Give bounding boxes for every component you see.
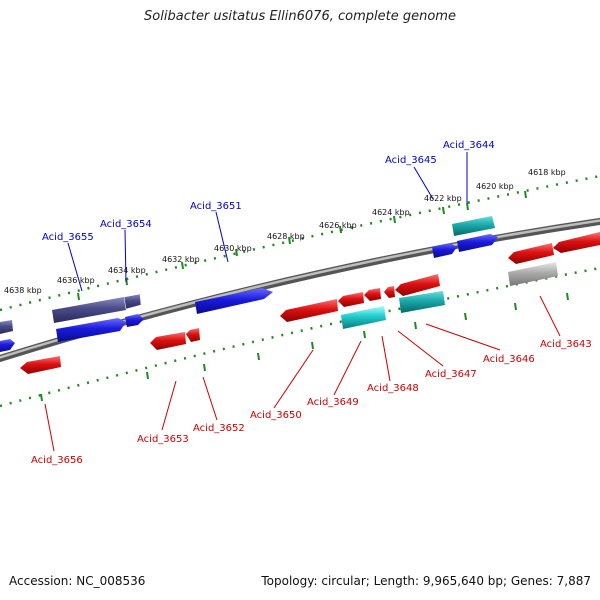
- gene-label-acid-3646[interactable]: Acid_3646: [483, 354, 535, 365]
- scale-labels: 4618 kbp 4620 kbp 4622 kbp 4624 kbp 4626…: [4, 168, 566, 295]
- gene-acid-3653[interactable]: [150, 332, 186, 350]
- gene-acid-3644[interactable]: [452, 216, 495, 236]
- scale-label: 4620 kbp: [476, 182, 514, 191]
- gene-acid-3643-grey[interactable]: [508, 262, 558, 286]
- gene-acid-3652[interactable]: [186, 328, 200, 342]
- gene-left-edge[interactable]: [0, 320, 13, 334]
- gene-acid-3651[interactable]: [195, 288, 273, 314]
- gene-acid-3647[interactable]: [399, 291, 445, 313]
- gene-label-acid-3643[interactable]: Acid_3643: [540, 339, 592, 350]
- gene-left-edge-2[interactable]: [0, 339, 15, 352]
- gene-acid-3645[interactable]: [432, 243, 457, 258]
- gene-label-acid-3645[interactable]: Acid_3645: [385, 155, 437, 166]
- outer-scale-track: [0, 174, 600, 312]
- scale-label: 4626 kbp: [319, 221, 357, 230]
- scale-label: 4624 kbp: [372, 208, 410, 217]
- gene-label-acid-3653[interactable]: Acid_3653: [137, 434, 189, 445]
- gene-label-acid-3651[interactable]: Acid_3651: [190, 201, 242, 212]
- scale-label: 4632 kbp: [162, 255, 200, 264]
- scale-label: 4618 kbp: [528, 168, 566, 177]
- gene-acid-3649-upper[interactable]: [338, 292, 364, 307]
- gene-label-acid-3655[interactable]: Acid_3655: [42, 232, 94, 243]
- gene-acid-3655-lower[interactable]: [56, 318, 126, 342]
- map-title: Solibacter usitatus Ellin6076, complete …: [144, 9, 456, 24]
- gene-acid-3654[interactable]: [123, 293, 142, 310]
- gene-acid-3648-upper[interactable]: [364, 288, 381, 301]
- gene-acid-3644-lower[interactable]: [457, 234, 498, 252]
- reverse-gene-labels: Acid_3643 Acid_3646 Acid_3647 Acid_3648 …: [31, 339, 592, 466]
- gene-acid-3647-upper[interactable]: [384, 286, 395, 298]
- inner-major-ticks: [40, 292, 569, 402]
- scale-label: 4628 kbp: [267, 232, 305, 241]
- gene-label-acid-3654[interactable]: Acid_3654: [100, 219, 152, 230]
- gene-acid-3649[interactable]: [341, 306, 386, 329]
- gene-acid-3646[interactable]: [395, 274, 440, 296]
- scale-label: 4630 kbp: [214, 244, 252, 253]
- gene-acid-3655[interactable]: [52, 297, 126, 323]
- forward-gene-labels: Acid_3644 Acid_3645 Acid_3651 Acid_3654 …: [42, 140, 495, 243]
- scale-label: 4634 kbp: [108, 266, 146, 275]
- gene-label-acid-3652[interactable]: Acid_3652: [193, 423, 245, 434]
- gene-acid-3654-lower[interactable]: [125, 314, 144, 327]
- gene-label-acid-3649[interactable]: Acid_3649: [307, 397, 359, 408]
- gene-label-acid-3648[interactable]: Acid_3648: [367, 383, 419, 394]
- leader-lines-forward: [67, 152, 468, 292]
- scale-label: 4636 kbp: [57, 276, 95, 285]
- scale-label: 4638 kbp: [4, 286, 42, 295]
- gene-label-acid-3644[interactable]: Acid_3644: [443, 140, 495, 151]
- gene-acid-3643-b[interactable]: [553, 232, 600, 253]
- reverse-genes: [20, 232, 600, 374]
- gene-label-acid-3647[interactable]: Acid_3647: [425, 369, 477, 380]
- forward-genes: [0, 216, 498, 352]
- gene-acid-3650[interactable]: [280, 299, 338, 322]
- accession-text: Accession: NC_008536: [9, 574, 146, 588]
- scale-label: 4622 kbp: [424, 194, 462, 203]
- outer-major-ticks: [77, 190, 527, 301]
- gene-acid-3656[interactable]: [20, 356, 61, 374]
- leader-lines-reverse: [44, 295, 561, 452]
- gene-label-acid-3650[interactable]: Acid_3650: [250, 410, 302, 421]
- genome-summary-text: Topology: circular; Length: 9,965,640 bp…: [261, 574, 591, 588]
- gene-acid-3643[interactable]: [508, 243, 554, 264]
- inner-scale-track: [0, 266, 600, 408]
- gene-label-acid-3656[interactable]: Acid_3656: [31, 455, 83, 466]
